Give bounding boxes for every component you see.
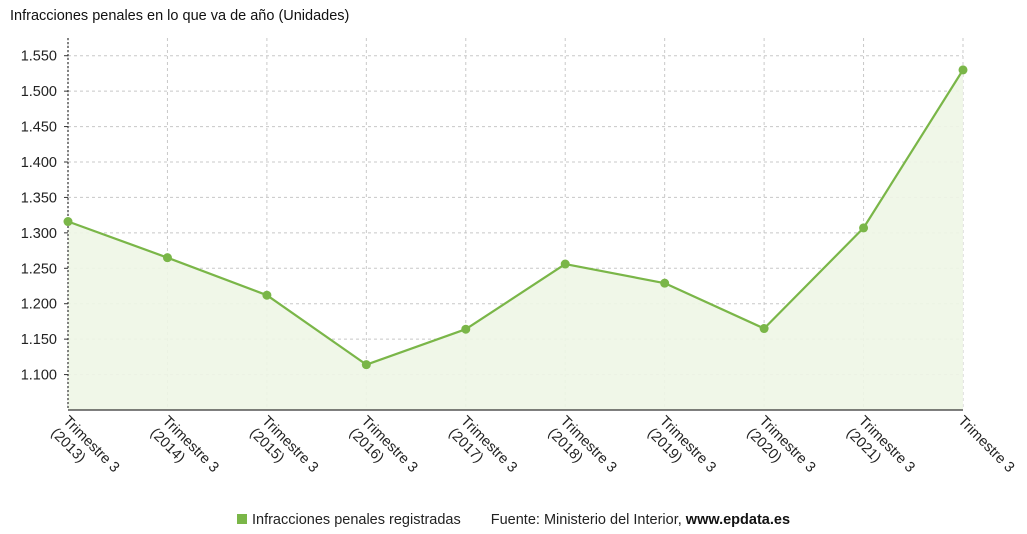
- y-tick-label: 1.250: [21, 261, 57, 277]
- data-point: [958, 65, 968, 75]
- y-tick-label: 1.450: [21, 120, 57, 136]
- chart-legend: Infracciones penales registradas Fuente: …: [0, 512, 1027, 528]
- x-tick-label: Trimestre 3(2015): [246, 413, 321, 488]
- x-tick-label: Trimestre 3(2014): [147, 413, 222, 488]
- data-point: [461, 324, 471, 334]
- y-tick-label: 1.500: [21, 84, 57, 100]
- y-tick-label: 1.400: [21, 155, 57, 171]
- x-tick-label: Trimestre 3(2017): [445, 413, 520, 488]
- data-point: [162, 253, 172, 263]
- source-prefix: Fuente: Ministerio del Interior,: [490, 512, 686, 528]
- data-point: [560, 259, 570, 269]
- y-tick-label: 1.200: [21, 297, 57, 313]
- y-tick-label: 1.350: [21, 190, 57, 206]
- data-point: [660, 278, 670, 288]
- y-tick-label: 1.150: [21, 332, 57, 348]
- x-tick-label: Trimestre 3(2013): [47, 413, 122, 488]
- x-tick-label: Trimestre 3(2018): [545, 413, 620, 488]
- x-tick-label: Trimestre 3(2016): [346, 413, 421, 488]
- source-site: www.epdata.es: [685, 512, 791, 528]
- y-tick-label: 1.300: [21, 226, 57, 242]
- x-tick-label: Trimestre 3(2020): [744, 413, 819, 488]
- legend-series-label: Infracciones penales registradas: [251, 512, 461, 528]
- x-tick-label: Trimestre 3(2019): [644, 413, 719, 488]
- y-tick-label: 1.550: [21, 49, 57, 65]
- data-point: [262, 290, 272, 300]
- x-tick-label: Trimestre 3(2021): [843, 413, 918, 488]
- x-tick-label: Trimestre 3: [955, 413, 1018, 476]
- series-area: [68, 69, 963, 410]
- data-point: [63, 217, 73, 227]
- data-point: [859, 223, 869, 233]
- legend-swatch: [236, 514, 247, 524]
- chart-title: Infracciones penales en lo que va de año…: [10, 8, 350, 24]
- data-point: [759, 324, 769, 334]
- data-point: [361, 360, 371, 370]
- series-line: [67, 69, 964, 366]
- y-tick-label: 1.100: [21, 368, 57, 384]
